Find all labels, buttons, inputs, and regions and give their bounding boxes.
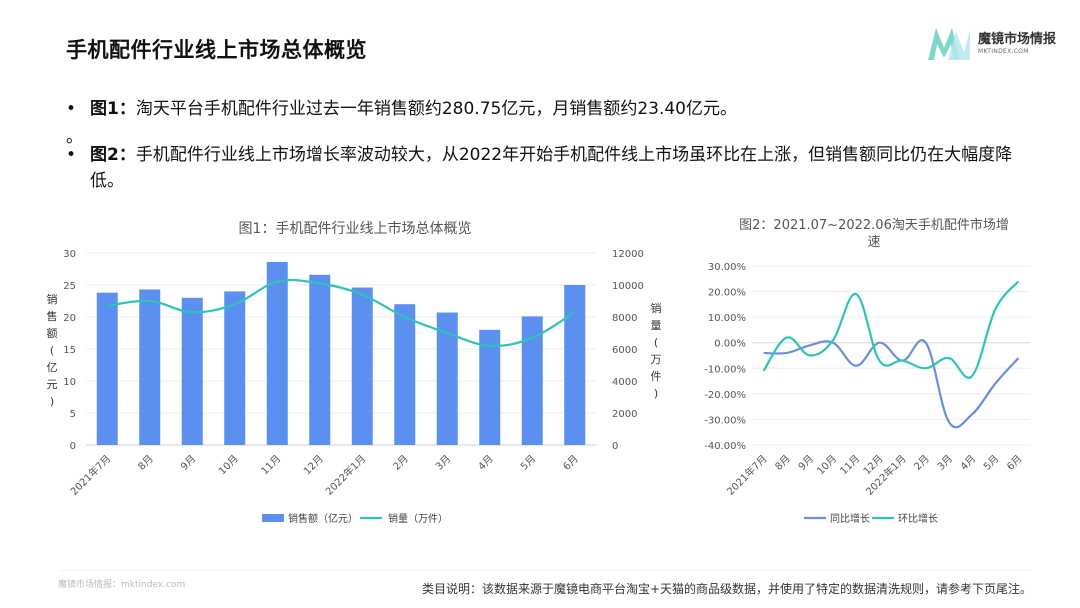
bar <box>436 312 458 445</box>
bar <box>181 297 203 445</box>
x-tick-label: 12月 <box>301 453 326 478</box>
chart1-title: 图1：手机配件行业线上市场总体概览 <box>238 221 472 237</box>
x-tick-label: 5月 <box>981 453 1001 473</box>
y-tick-label: 25 <box>63 281 76 292</box>
bullet-text: 手机配件行业线上市场增长率波动较大，从2022年开始手机配件线上市场虽环比在上涨… <box>90 145 1013 191</box>
bar <box>564 285 586 445</box>
legend-swatch-sales <box>262 514 284 522</box>
y2-axis-label-char: 量 <box>651 319 662 332</box>
y-tick-label: 10.00% <box>708 313 746 324</box>
logo-subtext: MKTINDEX.COM <box>978 48 1029 55</box>
bar <box>309 274 331 445</box>
bar <box>139 289 161 445</box>
y-tick-label: 30 <box>63 249 76 260</box>
x-tick-label: 9月 <box>796 453 816 473</box>
series-line-volume <box>107 278 576 348</box>
y2-axis-label-char: 销 <box>651 301 662 315</box>
x-tick-label: 4月 <box>476 453 496 473</box>
bullet-item: 。 <box>66 124 83 150</box>
bar <box>521 316 543 445</box>
y-tick-label: 5 <box>70 409 76 420</box>
x-tick-label: 10月 <box>815 453 840 478</box>
y-tick-label: 0 <box>70 441 76 452</box>
x-tick-label: 3月 <box>935 453 955 473</box>
bar <box>351 287 373 445</box>
bullet-label: 图1： <box>90 99 136 119</box>
y-axis-label-char: 额 <box>47 327 58 340</box>
y-axis-label-char: 售 <box>47 309 58 323</box>
bullet-dot-icon: • <box>66 145 77 165</box>
y2-tick-label: 6000 <box>612 345 637 356</box>
bar <box>96 292 118 445</box>
y2-tick-label: 0 <box>612 441 618 452</box>
bar <box>266 261 288 445</box>
x-tick-label: 5月 <box>518 453 538 473</box>
bar <box>394 304 416 445</box>
x-tick-label: 2月 <box>912 453 932 473</box>
chart2-title: 图2：2021.07~2022.06淘天手机配件市场增速 <box>739 218 1009 250</box>
bullet-item: • 图1：淘天平台手机配件行业过去一年销售额约280.75亿元，月销售额约23.… <box>66 96 737 122</box>
y2-axis-label-char: ) <box>654 387 658 400</box>
footer-note: 类目说明：该数据来源于魔镜电商平台淘宝+天猫的商品级数据，并使用了特定的数据清洗… <box>421 582 1032 596</box>
bar <box>224 291 246 445</box>
legend-label-yoy: 同比增长 <box>830 512 870 525</box>
x-tick-label: 10月 <box>216 453 241 478</box>
bullet-label: 图2： <box>90 145 136 165</box>
y-axis-label-char: 亿 <box>47 361 58 374</box>
y2-axis-label-char: 万 <box>651 353 662 366</box>
y-tick-label: 0.00% <box>714 339 746 350</box>
x-tick-label: 2月 <box>391 453 411 473</box>
bullet-text: 。 <box>66 127 83 147</box>
y-axis-label-char: 元 <box>47 378 58 391</box>
legend-label-volume: 销量（万件） <box>388 512 448 525</box>
y-tick-label: 10 <box>63 377 76 388</box>
x-tick-label: 3月 <box>433 453 453 473</box>
y-tick-label: -10.00% <box>704 364 746 375</box>
bar <box>479 329 501 445</box>
y-tick-label: 20.00% <box>708 288 746 299</box>
y-tick-label: -30.00% <box>704 415 746 426</box>
y-axis-label-char: ) <box>50 395 54 408</box>
x-tick-label: 8月 <box>136 453 156 473</box>
x-tick-label: 2022年1月 <box>323 452 369 498</box>
y2-axis-label-char: ( <box>654 336 658 349</box>
y2-axis-label-char: 件 <box>651 370 662 383</box>
x-tick-label: 11月 <box>838 453 863 478</box>
x-tick-label: 9月 <box>178 453 198 473</box>
bullet-item: • 图2：手机配件行业线上市场增长率波动较大，从2022年开始手机配件线上市场虽… <box>66 142 1026 194</box>
page-title: 手机配件行业线上市场总体概览 <box>66 38 367 62</box>
y2-tick-label: 4000 <box>612 377 637 388</box>
y-tick-label: 20 <box>63 313 76 324</box>
series-line-mom <box>762 280 1020 379</box>
x-tick-label: 6月 <box>561 453 581 473</box>
logo-mark-icon <box>928 28 970 60</box>
x-tick-label: 11月 <box>259 453 284 478</box>
x-tick-label: 2021年7月 <box>724 452 770 498</box>
legend-label-mom: 环比增长 <box>898 512 938 525</box>
y-tick-label: 15 <box>63 345 76 356</box>
y-tick-label: -40.00% <box>704 441 746 452</box>
x-tick-label: 2021年7月 <box>68 452 114 498</box>
y-tick-label: 30.00% <box>708 262 746 273</box>
x-tick-label: 6月 <box>1004 453 1024 473</box>
footer-source: 魔镜市场情报：mktindex.com <box>58 580 186 590</box>
footer-divider <box>60 570 1032 571</box>
y2-tick-label: 12000 <box>612 249 644 260</box>
x-tick-label: 8月 <box>773 453 793 473</box>
y-tick-label: -20.00% <box>704 390 746 401</box>
y-axis-label-char: ( <box>50 344 54 357</box>
brand-logo: 魔镜市场情报 MKTINDEX.COM <box>926 24 1066 64</box>
logo-text: 魔镜市场情报 <box>978 32 1057 47</box>
series-line-yoy <box>763 339 1020 429</box>
y2-tick-label: 2000 <box>612 409 637 420</box>
y2-tick-label: 10000 <box>612 281 644 292</box>
x-tick-label: 4月 <box>958 453 978 473</box>
legend-label-sales: 销售额（亿元） <box>288 512 358 525</box>
y2-tick-label: 8000 <box>612 313 637 324</box>
y-axis-label-char: 销 <box>47 292 58 306</box>
bullet-text: 淘天平台手机配件行业过去一年销售额约280.75亿元，月销售额约23.40亿元。 <box>135 99 737 119</box>
bullet-dot-icon: • <box>66 99 77 119</box>
